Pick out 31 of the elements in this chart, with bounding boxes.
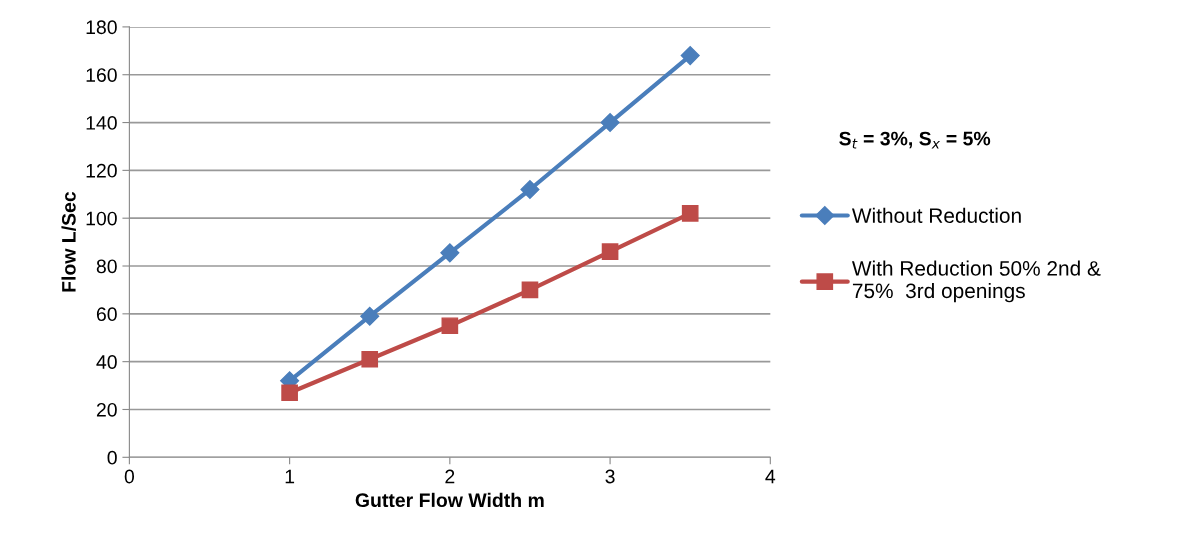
y-tick-label: 40 [96,355,117,369]
x-tick-label: 4 [765,469,776,484]
x-tick-label: 0 [124,469,135,484]
point [521,281,539,299]
point [440,243,460,263]
point [360,306,380,326]
x-tick-label: 1 [285,469,295,484]
point [441,317,459,335]
x-tick-label: 2 [445,469,455,484]
x-axis-title: Gutter Flow Width m [355,492,544,508]
y-tick-label: 160 [86,68,117,82]
point [680,46,700,66]
point [600,113,620,133]
y-tick-label: 20 [96,402,117,417]
legend-label: Without Reduction [851,207,1021,224]
point [281,384,298,402]
legend-label: With Reduction 50% 2nd & 75% 3rd openings [851,260,1101,303]
y-tick-label: 140 [86,116,117,130]
y-tick-label: 180 [86,20,117,35]
y-axis-title: Flow L/Sec [61,191,76,292]
y-tick-label: 0 [107,450,117,465]
x-tick-label: 3 [605,469,615,484]
y-tick-label: 120 [86,163,117,178]
point [520,179,540,200]
y-tick-label: 80 [96,259,117,274]
point [601,243,619,260]
point [361,350,379,368]
y-tick-label: 60 [96,307,117,322]
text: S$_{t}$ = 3%, S$_{x}$ = 5% [839,131,991,149]
point [681,205,699,222]
y-tick-label: 100 [86,211,117,226]
